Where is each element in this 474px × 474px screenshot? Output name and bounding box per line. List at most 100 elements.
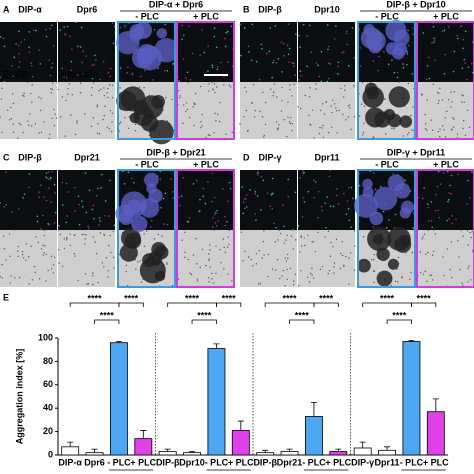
- error-bar: [213, 343, 220, 349]
- cell-dot: [152, 79, 154, 81]
- cell-speck: [109, 234, 111, 237]
- cell-dot: [271, 76, 273, 79]
- cell-dot: [13, 56, 16, 59]
- cell-speck: [464, 134, 467, 136]
- cell-dot: [91, 208, 94, 211]
- cell-speck: [300, 245, 303, 247]
- cell-dot: [213, 35, 216, 38]
- bar: [378, 449, 396, 456]
- cell-speck: [201, 248, 204, 251]
- cell-dot: [432, 25, 435, 28]
- error-bar: [67, 441, 74, 447]
- brightfield-image: [417, 230, 474, 287]
- cell-speck: [90, 125, 93, 128]
- cell-dot: [28, 51, 31, 54]
- cell-speck: [109, 109, 112, 112]
- cell-dot: [302, 23, 305, 26]
- cell-dot: [55, 211, 57, 214]
- cell-dot: [434, 209, 437, 212]
- cell-speck: [247, 129, 249, 132]
- fluorescence-image: [417, 170, 474, 230]
- cell-dot: [346, 43, 349, 46]
- x-tick-label: - PLC: [400, 457, 424, 467]
- cell-dot: [329, 63, 332, 65]
- error-bar: [164, 448, 171, 452]
- cell-speck: [76, 122, 78, 124]
- cell-dot: [337, 65, 340, 68]
- cell-dot: [70, 69, 72, 72]
- cell-speck: [406, 133, 409, 136]
- cell-dot: [240, 54, 242, 57]
- cell-speck: [87, 283, 90, 285]
- cell-speck: [449, 268, 451, 271]
- cell-speck: [208, 83, 210, 85]
- cell-speck: [213, 83, 216, 85]
- cell-dot: [266, 192, 269, 194]
- bar: [329, 451, 348, 456]
- cell-dot: [164, 192, 167, 195]
- cell-speck: [335, 238, 338, 241]
- cell-dot: [321, 209, 323, 212]
- cell-dot: [30, 64, 33, 67]
- cell-speck: [107, 276, 109, 278]
- cell-speck: [126, 284, 129, 287]
- cell-speck: [444, 136, 447, 138]
- cell-speck: [195, 238, 197, 240]
- cell-speck: [91, 87, 93, 89]
- cell-speck: [441, 99, 444, 101]
- cell-speck: [255, 253, 258, 255]
- cell-speck: [434, 233, 437, 235]
- cell-dot: [88, 227, 90, 230]
- cell-speck: [196, 278, 199, 280]
- cell-speck: [231, 280, 233, 282]
- cell-dot: [288, 47, 291, 50]
- minus-plc-frame: [357, 169, 416, 288]
- cell-speck: [459, 268, 461, 271]
- cell-dot: [150, 219, 153, 222]
- cell-speck: [214, 112, 216, 114]
- cell-speck: [178, 90, 180, 92]
- cell-speck: [318, 132, 321, 135]
- cell-dot: [49, 74, 52, 77]
- cell-dot: [40, 184, 42, 187]
- cell-speck: [311, 109, 314, 112]
- cell-dot: [215, 46, 218, 49]
- cell-dot: [358, 172, 361, 175]
- cell-speck: [171, 284, 174, 287]
- cell-dot: [345, 32, 348, 35]
- cell-speck: [14, 277, 16, 279]
- aggregate: [362, 86, 384, 108]
- cell-speck: [293, 280, 295, 282]
- cell-speck: [384, 133, 387, 135]
- cell-dot: [453, 50, 456, 53]
- cell-dot: [126, 71, 129, 74]
- cell-dot: [372, 172, 375, 174]
- cell-speck: [308, 96, 311, 98]
- cell-dot: [255, 60, 258, 63]
- cell-speck: [437, 91, 439, 94]
- cell-dot: [195, 179, 198, 182]
- cell-dot: [123, 183, 126, 185]
- cell-dot: [329, 205, 332, 207]
- cell-dot: [188, 25, 190, 27]
- bar: [426, 411, 445, 456]
- cell-speck: [187, 81, 189, 84]
- cell-speck: [140, 281, 143, 283]
- cell-speck: [245, 91, 248, 93]
- cell-speck: [345, 119, 347, 121]
- panel-letter: D: [243, 152, 250, 162]
- cell-speck: [177, 278, 180, 280]
- cell-speck: [21, 250, 24, 253]
- cell-dot: [192, 183, 195, 185]
- aggregate: [399, 235, 411, 247]
- cell-dot: [95, 194, 98, 197]
- cell-speck: [429, 274, 431, 276]
- error-bar: [189, 451, 196, 453]
- cell-speck: [215, 245, 217, 247]
- cell-dot: [467, 66, 470, 68]
- cell-speck: [108, 128, 110, 130]
- bar: [85, 452, 104, 456]
- cell-speck: [467, 244, 469, 246]
- cell-dot: [18, 30, 20, 32]
- cell-dot: [299, 176, 302, 179]
